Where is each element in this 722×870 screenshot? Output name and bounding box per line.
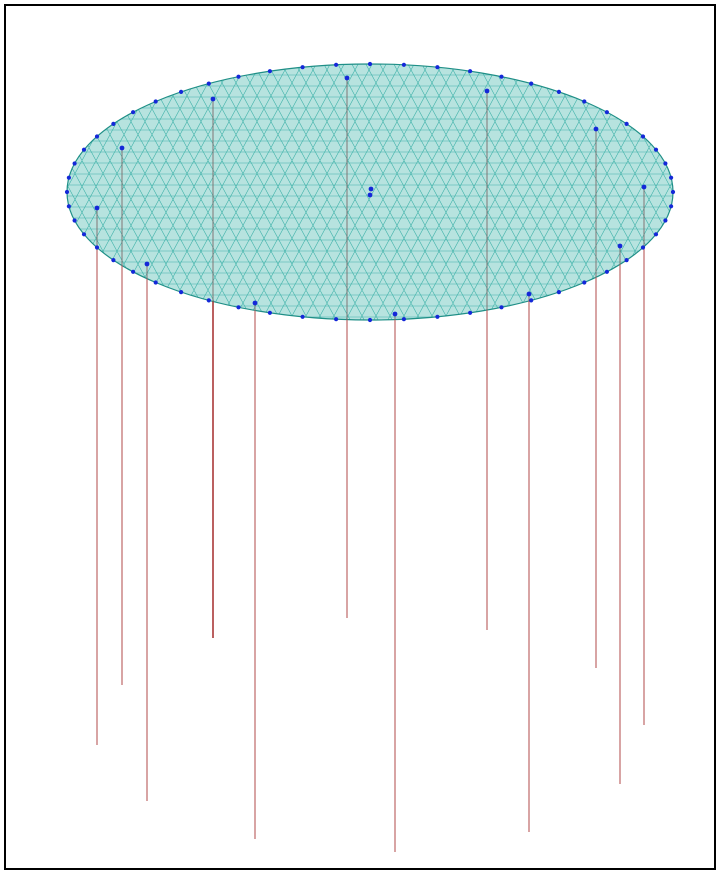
pile-head-node-5[interactable] [252,300,258,306]
boundary-node[interactable] [267,310,272,315]
boundary-node[interactable] [72,161,77,166]
boundary-node[interactable] [435,65,440,70]
boundary-node[interactable] [499,305,504,310]
boundary-node[interactable] [604,269,610,274]
boundary-node[interactable] [236,305,241,310]
boundary-node[interactable] [670,189,676,195]
boundary-node[interactable] [663,218,668,223]
boundary-node[interactable] [640,134,646,139]
boundary-node[interactable] [582,280,587,285]
boundary-node[interactable] [94,134,100,139]
boundary-node[interactable] [529,81,534,86]
boundary-node[interactable] [64,189,70,195]
boundary-node[interactable] [435,314,440,319]
boundary-node[interactable] [499,74,504,79]
boundary-node[interactable] [556,290,562,295]
boundary-node[interactable] [72,218,77,223]
boundary-node[interactable] [653,147,659,152]
boundary-node[interactable] [367,61,373,67]
pile-head-node-8[interactable] [484,88,490,94]
boundary-node[interactable] [663,161,668,166]
slab-surface [67,64,673,320]
boundary-node[interactable] [624,121,629,126]
boundary-node[interactable] [111,121,116,126]
boundary-node[interactable] [94,245,100,250]
pile-head-node-10[interactable] [593,126,599,132]
boundary-node[interactable] [153,99,158,104]
boundary-node[interactable] [206,81,211,86]
boundary-node[interactable] [624,258,629,263]
boundary-node[interactable] [236,74,241,79]
pile-head-node-3[interactable] [144,261,150,267]
boundary-node[interactable] [66,175,71,180]
model-viewport-frame [4,4,716,870]
slab-nodes [64,61,676,323]
boundary-node[interactable] [267,69,272,74]
pile-head-node-6[interactable] [344,75,350,81]
boundary-node[interactable] [334,317,339,322]
structural-model-view[interactable] [6,6,716,870]
boundary-node[interactable] [640,245,646,250]
boundary-node[interactable] [468,69,473,74]
pile-head-node-9[interactable] [526,291,532,297]
boundary-node[interactable] [669,175,674,180]
pile-head-node-4[interactable] [210,96,216,102]
boundary-node[interactable] [206,298,211,303]
boundary-node[interactable] [669,204,674,209]
slab-triangular-mesh [67,64,673,320]
boundary-node[interactable] [81,232,87,237]
boundary-node[interactable] [401,317,406,322]
boundary-node[interactable] [300,65,305,70]
center-node-2[interactable] [367,192,373,198]
circular-slab[interactable] [6,44,716,340]
boundary-node[interactable] [131,269,136,274]
pile-head-node-11[interactable] [617,243,623,249]
pile-head-node-12[interactable] [641,184,647,190]
boundary-node[interactable] [604,110,610,115]
piles [96,78,645,852]
boundary-node[interactable] [653,232,659,237]
mesh-lines [67,64,673,320]
boundary-node[interactable] [111,258,116,263]
boundary-node[interactable] [81,147,87,152]
pile-head-node-2[interactable] [119,145,125,151]
boundary-node[interactable] [66,204,71,209]
boundary-node[interactable] [334,62,339,67]
boundary-node[interactable] [468,310,473,315]
boundary-node[interactable] [131,110,136,115]
boundary-node[interactable] [367,317,373,323]
center-node-1[interactable] [368,186,374,192]
boundary-node[interactable] [179,89,184,94]
boundary-node[interactable] [556,89,562,94]
boundary-node[interactable] [401,62,406,67]
boundary-node[interactable] [153,280,158,285]
pile-head-node-1[interactable] [94,205,100,211]
boundary-node[interactable] [582,99,587,104]
boundary-node[interactable] [300,314,305,319]
boundary-node[interactable] [529,298,534,303]
boundary-node[interactable] [179,290,184,295]
pile-head-node-7[interactable] [392,311,398,317]
